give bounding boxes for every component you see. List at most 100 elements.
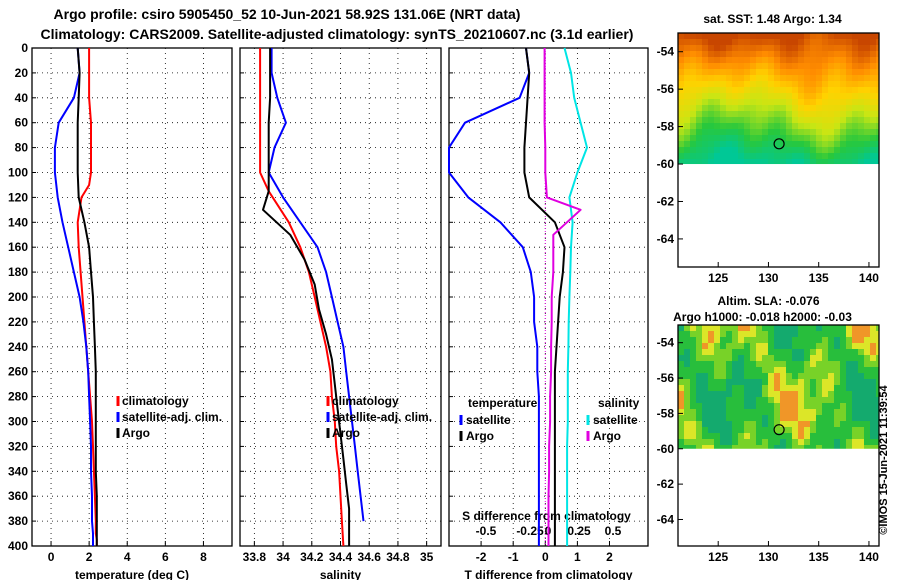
sla_map-cell bbox=[846, 331, 852, 337]
sst_map-cell bbox=[696, 93, 702, 99]
sla_map-cell bbox=[840, 427, 846, 433]
sst_map-cell bbox=[804, 63, 810, 69]
depth-tick-label: 280 bbox=[8, 390, 28, 404]
sst_map-cell bbox=[714, 111, 720, 117]
sla_map-cell bbox=[738, 337, 744, 343]
sst_map-cell bbox=[744, 69, 750, 75]
sst_map-cell bbox=[768, 147, 774, 153]
sla_map-cell bbox=[720, 361, 726, 367]
sla_map-cell bbox=[720, 331, 726, 337]
sla_map-cell bbox=[714, 373, 720, 379]
sla_map-cell bbox=[828, 421, 834, 427]
sst_map-cell bbox=[840, 129, 846, 135]
sla_map-cell bbox=[858, 427, 864, 433]
depth-tick-label: 80 bbox=[15, 141, 29, 155]
sla_map-cell bbox=[708, 397, 714, 403]
sla_map-cell bbox=[876, 367, 879, 373]
depth-tick-label: 200 bbox=[8, 290, 28, 304]
sla_map-cell bbox=[684, 367, 690, 373]
sla_map-cell bbox=[858, 445, 864, 449]
sst_map-cell bbox=[792, 93, 798, 99]
sla_map-cell bbox=[870, 337, 876, 343]
sla_map-cell bbox=[738, 325, 744, 331]
sst_map-cell bbox=[726, 75, 732, 81]
sla_map-cell bbox=[684, 403, 690, 409]
sla_map-cell bbox=[870, 385, 876, 391]
sla_map-cell bbox=[828, 439, 834, 445]
sla_map-cell bbox=[858, 361, 864, 367]
sla_map-cell bbox=[678, 367, 684, 373]
sst_map-cell bbox=[762, 159, 768, 165]
sla_map-cell bbox=[864, 325, 870, 331]
sst_map-cell bbox=[702, 33, 708, 39]
sst_map-cell bbox=[684, 105, 690, 111]
sst_map-cell bbox=[720, 159, 726, 165]
sst_map-cell bbox=[870, 135, 876, 141]
sst_map-cell bbox=[840, 99, 846, 105]
sst_map-cell bbox=[744, 39, 750, 45]
sst_map-cell bbox=[852, 39, 858, 45]
sla_map-cell bbox=[696, 385, 702, 391]
sla_map-cell bbox=[762, 337, 768, 343]
sst_map-cell bbox=[786, 63, 792, 69]
sst_map-cell bbox=[786, 51, 792, 57]
series-line-temperature-argo bbox=[523, 47, 566, 546]
sla_map-cell bbox=[864, 355, 870, 361]
sst_map-cell bbox=[798, 87, 804, 93]
salinity-xtick-label: 34 bbox=[276, 550, 290, 564]
sst_map-cell bbox=[768, 87, 774, 93]
sla_map-cell bbox=[810, 379, 816, 385]
sst_map-cell bbox=[774, 57, 780, 63]
sla_map-cell bbox=[828, 427, 834, 433]
temperature-xtick-label: 8 bbox=[200, 550, 207, 564]
series-line-climatology bbox=[259, 48, 345, 547]
sst_map-cell bbox=[798, 111, 804, 117]
sst_map-cell bbox=[708, 153, 714, 159]
sst_map-cell bbox=[846, 63, 852, 69]
sla_map-cell bbox=[864, 421, 870, 427]
sla_map-cell bbox=[690, 433, 696, 439]
sst_map-cell bbox=[846, 147, 852, 153]
sla_map-cell bbox=[744, 421, 750, 427]
sla_map-cell bbox=[858, 391, 864, 397]
sla_map-cell bbox=[828, 391, 834, 397]
sla_map-cell bbox=[816, 391, 822, 397]
sla_map-cell bbox=[762, 445, 768, 449]
sla_map-cell bbox=[750, 427, 756, 433]
sst_map-cell bbox=[768, 105, 774, 111]
sla_map-cell bbox=[768, 409, 774, 415]
sst_map-cell bbox=[714, 129, 720, 135]
sla_map-cell bbox=[834, 361, 840, 367]
salinity-xtick-label: 34.4 bbox=[329, 550, 353, 564]
sst_map-cell bbox=[786, 39, 792, 45]
sla_map-cell bbox=[834, 403, 840, 409]
sst_map-cell bbox=[840, 87, 846, 93]
sla_map-cell bbox=[870, 421, 876, 427]
sla_map-cell bbox=[840, 409, 846, 415]
sla_map-cell bbox=[762, 361, 768, 367]
sla_map-cell bbox=[732, 445, 738, 449]
sst_map-cell bbox=[834, 69, 840, 75]
sla_map-cell bbox=[762, 343, 768, 349]
sst_map-cell bbox=[684, 93, 690, 99]
sst_map-cell bbox=[684, 57, 690, 63]
sst_map-cell bbox=[864, 99, 870, 105]
sla_map-cell bbox=[756, 349, 762, 355]
sla_map-cell bbox=[786, 367, 792, 373]
sst_map-cell bbox=[798, 81, 804, 87]
sst_map-cell bbox=[756, 135, 762, 141]
sst_map-cell bbox=[870, 33, 876, 39]
sst_map-cell bbox=[738, 45, 744, 51]
sst_map-cell bbox=[834, 105, 840, 111]
sla_map-cell bbox=[756, 445, 762, 449]
sst_map-cell bbox=[834, 93, 840, 99]
sst_map-cell bbox=[696, 75, 702, 81]
sst_map-cell bbox=[834, 147, 840, 153]
sst_map-cell bbox=[846, 159, 852, 165]
sla_map-cell bbox=[726, 337, 732, 343]
sla_map-cell bbox=[834, 409, 840, 415]
sst_map-cell bbox=[834, 123, 840, 129]
sla_map-cell bbox=[864, 403, 870, 409]
sst_map-cell bbox=[726, 153, 732, 159]
sst_map-cell bbox=[828, 153, 834, 159]
